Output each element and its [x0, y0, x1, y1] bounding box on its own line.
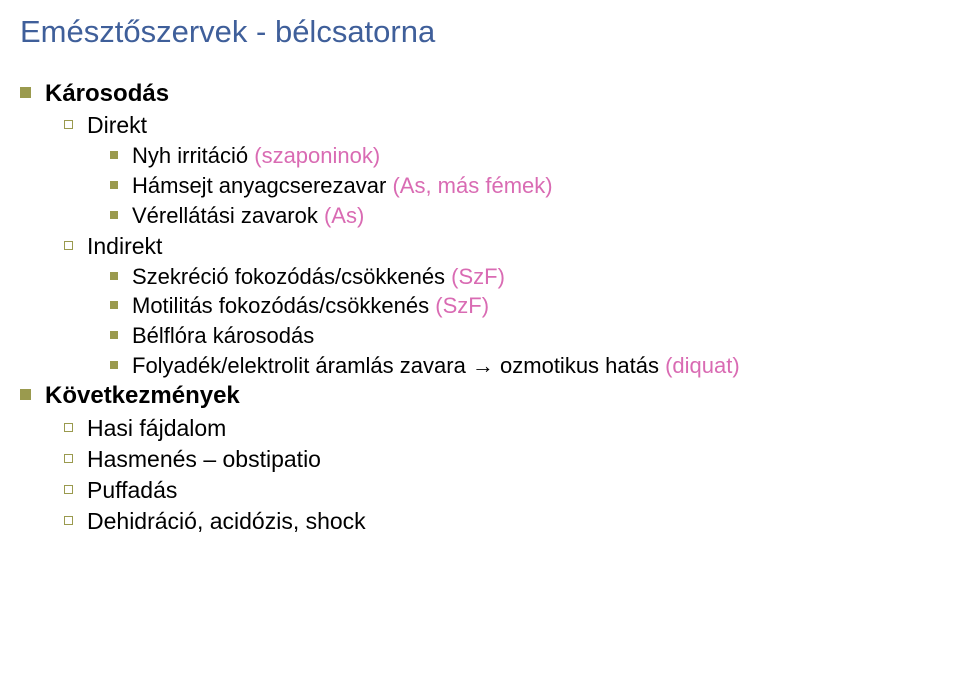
- square-bullet-icon: [20, 389, 31, 400]
- slide: Emésztőszervek - bélcsatorna Károsodás D…: [0, 0, 960, 687]
- subsection-direkt: Direkt: [64, 110, 942, 141]
- text-accent: (SzF): [451, 264, 505, 289]
- item-text: Bélflóra károsodás: [132, 321, 942, 351]
- text-accent: (szaponinok): [254, 143, 380, 168]
- text-accent: (As, más fémek): [392, 173, 552, 198]
- heading-text: Következmények: [45, 380, 942, 412]
- hollow-square-bullet-icon: [64, 454, 73, 463]
- subsection-indirekt: Indirekt: [64, 231, 942, 262]
- slide-title: Emésztőszervek - bélcsatorna: [20, 14, 942, 50]
- item-verellatasi: Vérellátási zavarok (As): [110, 201, 942, 231]
- text-pre: Vérellátási zavarok: [132, 203, 324, 228]
- text-pre: Motilitás fokozódás/csökkenés: [132, 293, 435, 318]
- item-text: Nyh irritáció (szaponinok): [132, 141, 942, 171]
- small-square-bullet-icon: [110, 331, 118, 339]
- square-bullet-icon: [20, 87, 31, 98]
- item-szekrecio: Szekréció fokozódás/csökkenés (SzF): [110, 262, 942, 292]
- item-text: Puffadás: [87, 475, 942, 506]
- section-karosodas: Károsodás: [20, 78, 942, 110]
- item-text: Motilitás fokozódás/csökkenés (SzF): [132, 291, 942, 321]
- text-accent: (SzF): [435, 293, 489, 318]
- label-text: Direkt: [87, 110, 942, 141]
- text-pre: Folyadék/elektrolit áramlás zavara → ozm…: [132, 353, 665, 378]
- text-pre: Szekréció fokozódás/csökkenés: [132, 264, 451, 289]
- text-pre: Nyh irritáció: [132, 143, 254, 168]
- item-text: Dehidráció, acidózis, shock: [87, 506, 942, 537]
- item-dehidracio: Dehidráció, acidózis, shock: [64, 506, 942, 537]
- item-text: Hámsejt anyagcserezavar (As, más fémek): [132, 171, 942, 201]
- text-accent: (As): [324, 203, 364, 228]
- hollow-square-bullet-icon: [64, 423, 73, 432]
- small-square-bullet-icon: [110, 151, 118, 159]
- text-pre: Hámsejt anyagcserezavar: [132, 173, 392, 198]
- item-hasmenes: Hasmenés – obstipatio: [64, 444, 942, 475]
- item-motilitas: Motilitás fokozódás/csökkenés (SzF): [110, 291, 942, 321]
- item-hasi-fajdalom: Hasi fájdalom: [64, 413, 942, 444]
- item-text: Hasmenés – obstipatio: [87, 444, 942, 475]
- hollow-square-bullet-icon: [64, 485, 73, 494]
- item-text: Folyadék/elektrolit áramlás zavara → ozm…: [132, 351, 942, 381]
- item-text: Hasi fájdalom: [87, 413, 942, 444]
- item-puffadas: Puffadás: [64, 475, 942, 506]
- text-accent: (diquat): [665, 353, 740, 378]
- section-kovetkezmenyek: Következmények: [20, 380, 942, 412]
- hollow-square-bullet-icon: [64, 516, 73, 525]
- small-square-bullet-icon: [110, 272, 118, 280]
- small-square-bullet-icon: [110, 211, 118, 219]
- item-text: Szekréció fokozódás/csökkenés (SzF): [132, 262, 942, 292]
- item-folyadek: Folyadék/elektrolit áramlás zavara → ozm…: [110, 351, 942, 381]
- heading-text: Károsodás: [45, 78, 942, 110]
- small-square-bullet-icon: [110, 301, 118, 309]
- small-square-bullet-icon: [110, 181, 118, 189]
- label-text: Indirekt: [87, 231, 942, 262]
- hollow-square-bullet-icon: [64, 241, 73, 250]
- item-text: Vérellátási zavarok (As): [132, 201, 942, 231]
- item-nyh: Nyh irritáció (szaponinok): [110, 141, 942, 171]
- small-square-bullet-icon: [110, 361, 118, 369]
- hollow-square-bullet-icon: [64, 120, 73, 129]
- item-hamsejt: Hámsejt anyagcserezavar (As, más fémek): [110, 171, 942, 201]
- item-belflora: Bélflóra károsodás: [110, 321, 942, 351]
